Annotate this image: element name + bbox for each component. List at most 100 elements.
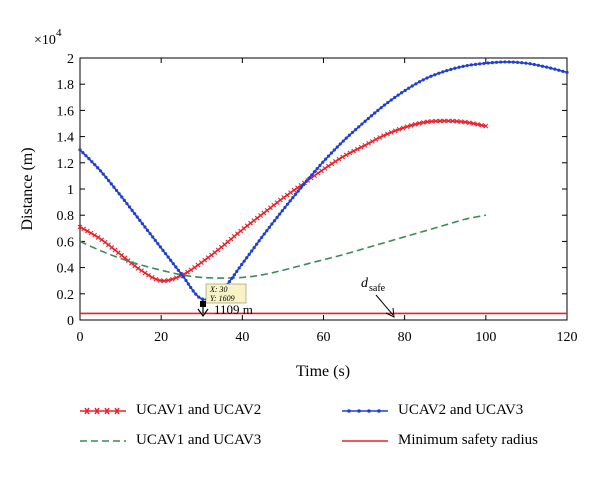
y-tick-label: 0.8 (57, 209, 75, 224)
data-point (462, 119, 468, 125)
data-point (355, 146, 360, 152)
legend-item-ucav1-ucav2: UCAV1 and UCAV2 (78, 402, 261, 419)
data-point (414, 82, 418, 86)
data-point (114, 188, 119, 193)
data-point (347, 133, 351, 137)
legend-swatch-blue-dot (342, 408, 388, 413)
data-point (373, 111, 377, 115)
data-point (245, 256, 249, 260)
data-point (197, 295, 201, 299)
data-point (185, 269, 190, 275)
x-tick-label: 40 (235, 330, 249, 345)
data-point (189, 285, 193, 290)
datatip-box (205, 283, 247, 304)
data-point (92, 232, 98, 238)
data-point (524, 61, 528, 65)
data-point (81, 151, 85, 155)
data-point (296, 189, 300, 193)
data-point (142, 270, 148, 276)
datatip-y: Y: 1609 (210, 294, 235, 303)
data-point (262, 232, 266, 236)
data-point (120, 195, 124, 199)
data-point (251, 218, 257, 224)
data-point (545, 65, 549, 69)
data-point (344, 136, 348, 140)
data-point (343, 152, 349, 158)
data-point (84, 228, 90, 234)
data-point (399, 91, 404, 95)
data-point (490, 61, 494, 65)
data-point (310, 173, 314, 177)
data-point (386, 100, 390, 105)
data-point (429, 74, 433, 78)
legend-swatch-green-dashed (80, 439, 126, 442)
series-line (79, 214, 486, 279)
data-point (465, 63, 469, 68)
data-point (194, 292, 198, 296)
data-point (478, 62, 482, 66)
data-point (138, 218, 142, 222)
data-point (135, 215, 139, 219)
y-tick-label: 1 (67, 183, 74, 198)
data-point (469, 63, 473, 67)
data-point (240, 262, 244, 267)
data-point (549, 66, 553, 70)
data-point (291, 196, 295, 200)
data-point (202, 257, 208, 263)
data-point (437, 118, 443, 124)
y-tick-label: 1.2 (57, 157, 75, 172)
data-point (396, 93, 400, 97)
data-point (90, 160, 94, 164)
data-point (247, 252, 251, 256)
data-point (475, 121, 481, 127)
data-point (458, 119, 464, 125)
data-point (281, 195, 287, 200)
data-point (449, 67, 453, 72)
data-point (186, 282, 190, 286)
data-point (250, 249, 254, 253)
data-point (272, 219, 277, 223)
legend-label: UCAV1 and UCAV3 (136, 432, 262, 448)
legend-label: UCAV2 and UCAV3 (398, 402, 524, 418)
data-point (425, 119, 430, 125)
data-point (158, 245, 163, 249)
data-point (132, 263, 138, 269)
data-point (433, 118, 439, 124)
data-point (278, 212, 282, 216)
data-point (382, 103, 387, 107)
distance-chart: ×10 4 0 0.2 0.4 0.6 0.8 1 1.2 1.4 1.6 1.8 2 0 20 40 6… (19, 27, 578, 380)
x-axis-title: Time (s) (296, 363, 350, 380)
data-point (396, 126, 402, 132)
data-point (404, 124, 410, 130)
data-point (99, 237, 105, 243)
data-point (373, 137, 379, 142)
y-exponent-power: 4 (56, 27, 62, 39)
data-point (565, 70, 569, 75)
data-point (96, 166, 100, 170)
dsafe-main: d (361, 276, 369, 291)
data-point (171, 262, 175, 266)
legend-swatch-red-x (80, 407, 126, 414)
data-point (146, 272, 151, 278)
data-point (441, 118, 447, 124)
series-ucav1-and-ucav2 (77, 118, 489, 284)
data-point (329, 151, 333, 155)
data-point (453, 66, 457, 70)
data-point (184, 278, 188, 283)
data-point (301, 183, 306, 187)
data-point (163, 252, 168, 256)
data-point (288, 199, 292, 203)
data-point (169, 276, 175, 282)
data-point (122, 198, 126, 202)
data-point (410, 84, 414, 88)
series-line (79, 120, 486, 282)
data-point (265, 229, 269, 233)
data-point (347, 150, 353, 156)
data-point (133, 212, 137, 216)
data-point (153, 238, 157, 242)
data-point (112, 185, 116, 189)
data-point (403, 88, 407, 93)
data-point (369, 114, 374, 118)
data-point (393, 95, 397, 100)
data-point (503, 60, 507, 64)
